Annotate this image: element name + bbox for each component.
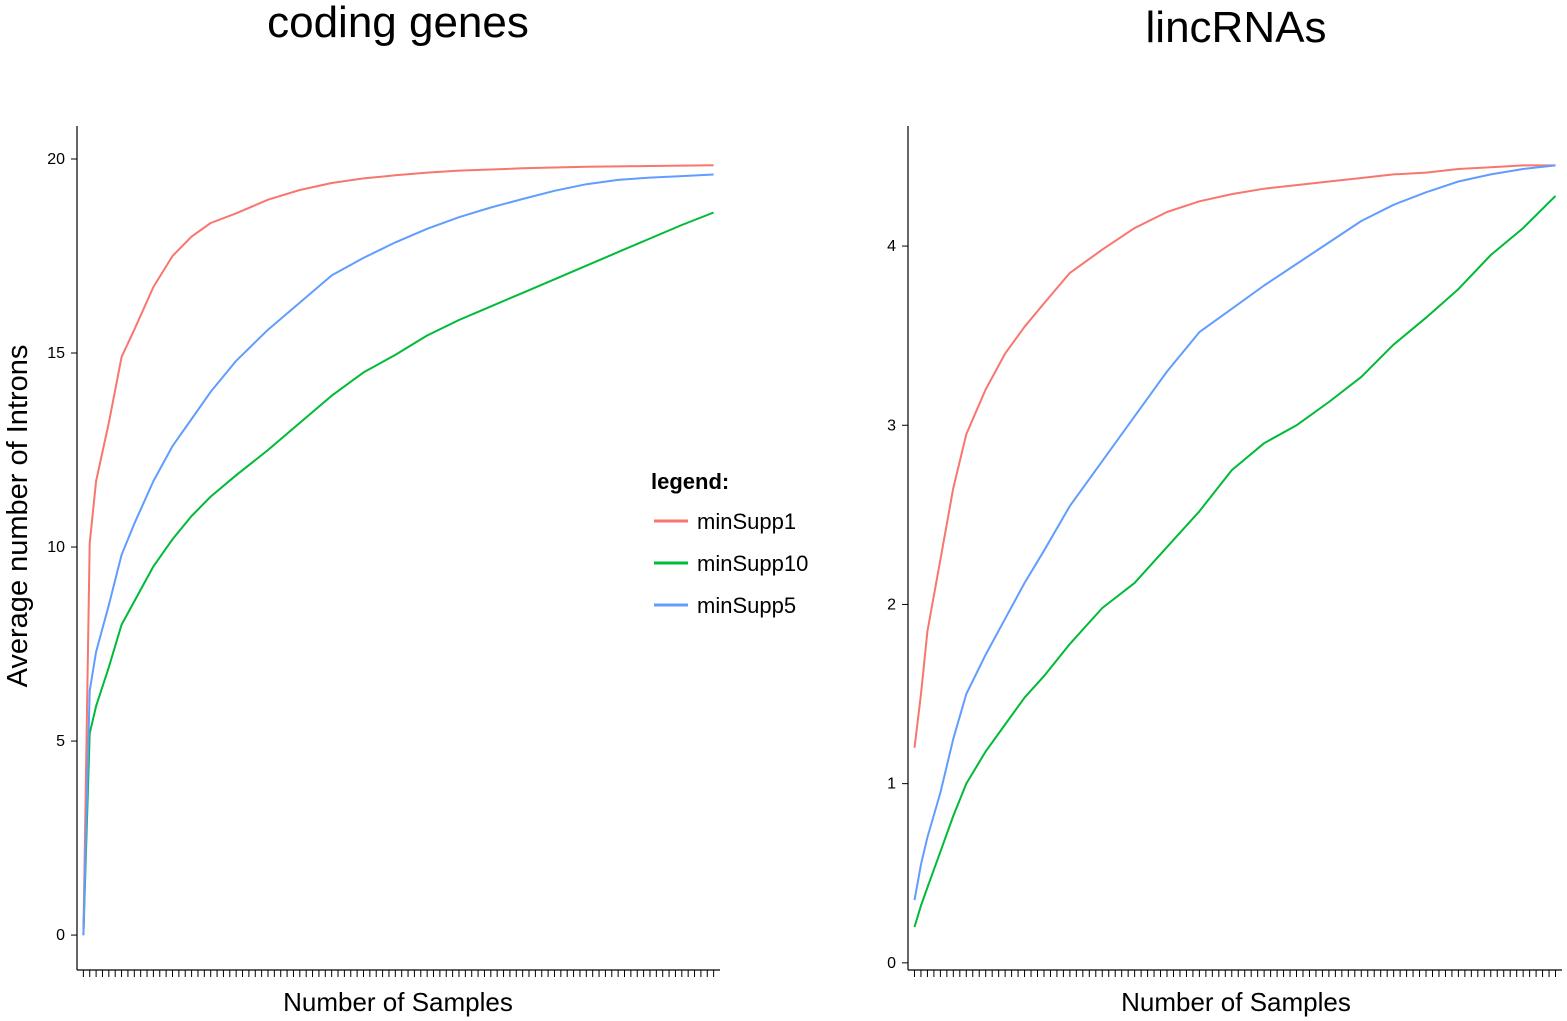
- y-tick-label: 3: [887, 417, 896, 434]
- legend: legend: minSupp1 minSupp10 minSupp5: [651, 469, 808, 618]
- y-axis-label: Average number of Introns: [2, 345, 34, 688]
- panel-lincrnas: lincRNAs 0 1 2 3 4 Number of Samples: [887, 3, 1562, 1017]
- legend-label-minsupp1: minSupp1: [697, 509, 796, 534]
- x-axis-label: Number of Samples: [1121, 987, 1351, 1017]
- plot-lines: [913, 164, 1557, 928]
- legend-title: legend:: [651, 469, 729, 494]
- y-tick-label: 1: [887, 776, 896, 793]
- panel-coding-genes: coding genes 0 5 10 15 20 Number of Samples: [47, 0, 720, 1017]
- y-tick-label: 0: [56, 927, 65, 944]
- legend-entry-minsupp10: minSupp10: [654, 551, 808, 576]
- series-line-minsupp5: [913, 164, 1556, 901]
- y-tick-label: 10: [47, 539, 65, 556]
- legend-label-minsupp5: minSupp5: [697, 593, 796, 618]
- series-line-minsupp10: [82, 211, 714, 936]
- panel-title: coding genes: [267, 0, 529, 47]
- x-axis-ticks: [82, 970, 715, 977]
- panel-title: lincRNAs: [1146, 3, 1327, 52]
- y-tick-label: 2: [887, 596, 896, 613]
- series-line-minsupp1: [913, 164, 1556, 748]
- legend-entry-minsupp5: minSupp5: [654, 593, 796, 618]
- legend-label-minsupp10: minSupp10: [697, 551, 808, 576]
- series-line-minsupp10: [913, 195, 1557, 928]
- y-tick-label: 15: [47, 345, 65, 362]
- legend-entry-minsupp1: minSupp1: [654, 509, 796, 534]
- y-tick-label: 0: [887, 955, 896, 972]
- y-axis-ticks: 0 5 10 15 20: [47, 151, 77, 944]
- x-axis-ticks: [913, 970, 1557, 977]
- y-tick-label: 5: [56, 733, 65, 750]
- series-line-minsupp5: [82, 173, 714, 936]
- y-tick-label: 20: [47, 151, 65, 168]
- plot-lines: [82, 164, 714, 936]
- x-axis-label: Number of Samples: [283, 987, 513, 1017]
- series-line-minsupp1: [82, 164, 714, 936]
- y-tick-label: 4: [887, 238, 896, 255]
- y-axis-ticks: 0 1 2 3 4: [887, 238, 908, 972]
